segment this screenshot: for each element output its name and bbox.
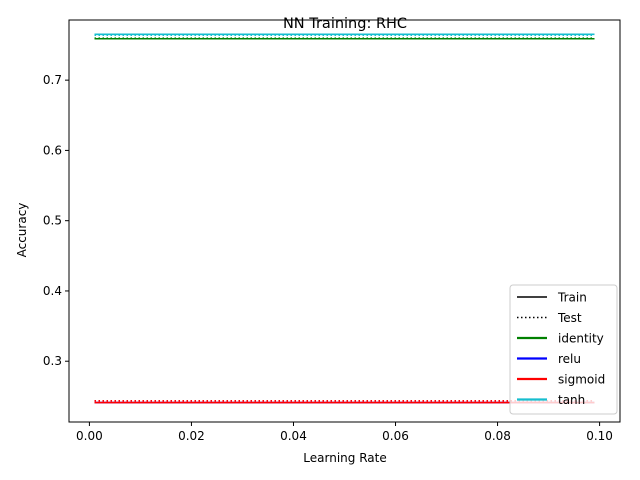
y-tick-label: 0.3 — [43, 354, 62, 368]
y-tick-label: 0.4 — [43, 284, 62, 298]
x-tick-label: 0.08 — [484, 429, 511, 443]
y-tick-label: 0.7 — [43, 73, 62, 87]
x-tick-label: 0.06 — [382, 429, 409, 443]
y-tick-label: 0.6 — [43, 143, 62, 157]
legend-label-identity: identity — [558, 332, 604, 346]
legend-label-relu: relu — [558, 352, 581, 366]
x-axis-label: Learning Rate — [303, 451, 386, 465]
x-tick-label: 0.04 — [280, 429, 307, 443]
legend-label-tanh: tanh — [558, 393, 585, 407]
x-tick-label: 0.00 — [76, 429, 103, 443]
x-tick-label: 0.02 — [178, 429, 205, 443]
legend-label-sigmoid: sigmoid — [558, 373, 605, 387]
y-axis-label: Accuracy — [15, 203, 29, 258]
legend-label-test: Test — [557, 311, 582, 325]
y-tick-label: 0.5 — [43, 214, 62, 228]
legend-box — [509, 284, 618, 415]
chart-title: NN Training: RHC — [283, 16, 407, 32]
legend: Train Test identity relu sigmoid tanh — [509, 284, 618, 415]
x-axis: 0.00 0.02 0.04 0.06 0.08 0.10 — [76, 422, 613, 443]
y-axis: 0.3 0.4 0.5 0.6 0.7 — [43, 73, 69, 368]
x-tick-label: 0.10 — [586, 429, 613, 443]
legend-label-train: Train — [557, 291, 587, 305]
